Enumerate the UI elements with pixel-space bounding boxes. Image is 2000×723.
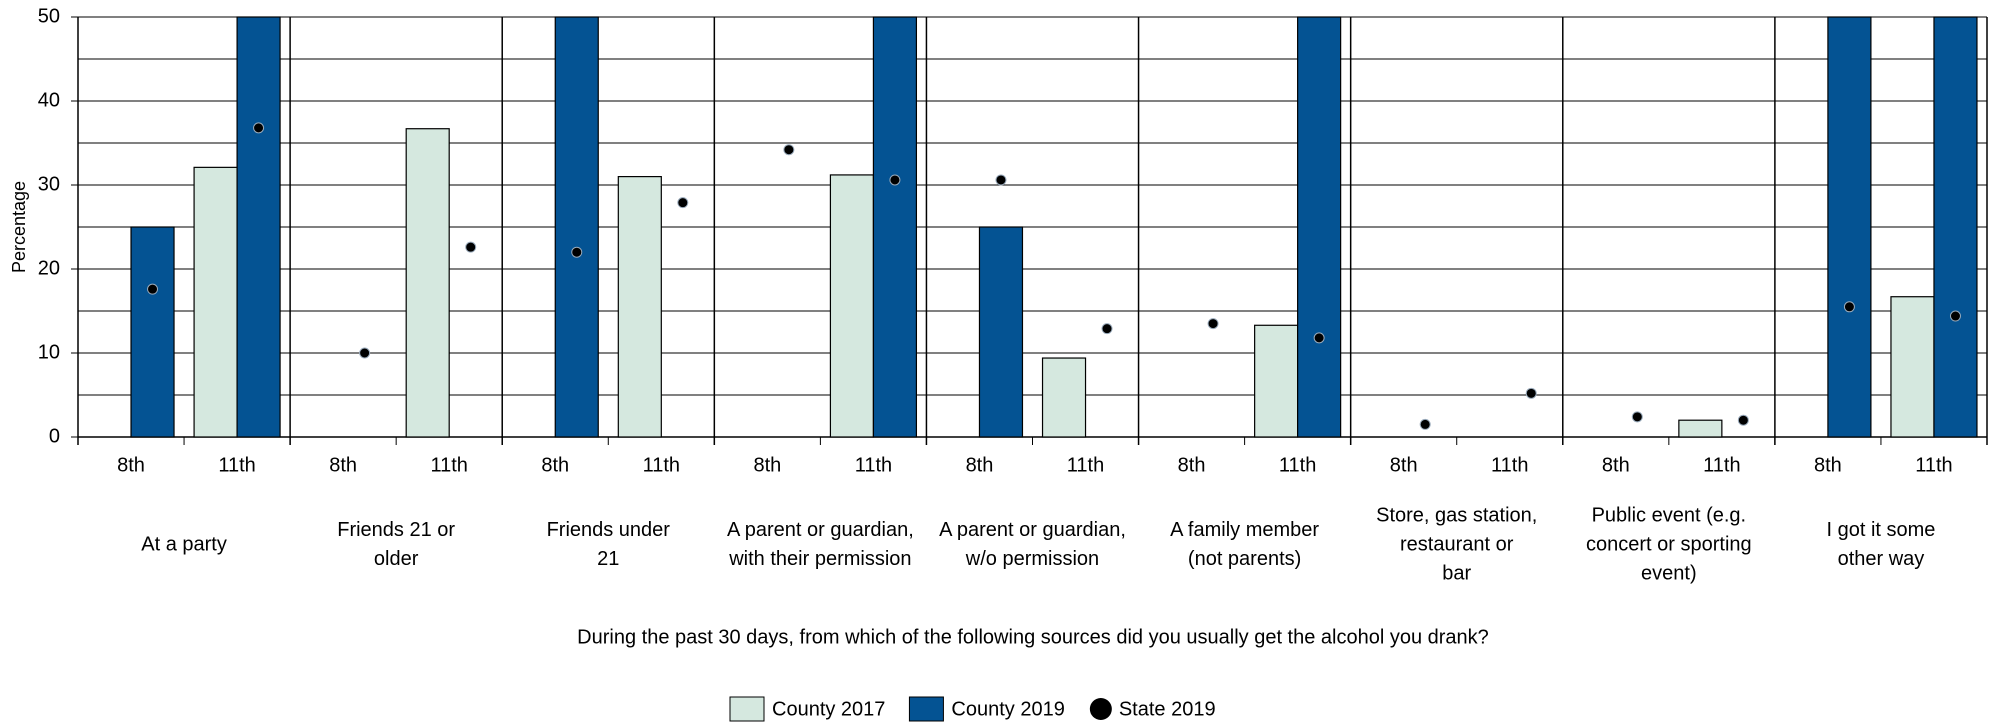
legend-swatch xyxy=(1089,698,1112,720)
y-tick-label: 0 xyxy=(49,425,60,447)
group-label: bar xyxy=(1442,562,1471,584)
x-tick-label: 11th xyxy=(643,454,680,476)
group-label: event) xyxy=(1641,562,1697,584)
bar xyxy=(1678,419,1723,438)
bar xyxy=(405,128,450,438)
legend-swatch xyxy=(729,696,765,722)
y-axis-label: Percentage xyxy=(9,181,29,273)
y-tick-label: 40 xyxy=(38,89,60,111)
x-tick-label: 8th xyxy=(966,454,994,476)
group-label: Public event (e.g. xyxy=(1592,504,1747,526)
group-label: w/o permission xyxy=(965,548,1099,570)
x-tick-label: 8th xyxy=(753,454,781,476)
bar xyxy=(617,176,662,438)
group-label: 21 xyxy=(597,548,619,570)
x-tick-label: 8th xyxy=(1814,454,1842,476)
y-tick-label: 10 xyxy=(38,341,60,363)
state-dot xyxy=(995,174,1007,186)
bar xyxy=(193,166,238,438)
group-label: concert or sporting xyxy=(1586,533,1752,555)
state-dot xyxy=(253,122,265,134)
bar xyxy=(978,226,1024,438)
x-tick-label: 11th xyxy=(855,454,892,476)
x-tick-label: 8th xyxy=(1178,454,1206,476)
group-label: A parent or guardian, xyxy=(727,519,914,541)
x-tick-label: 8th xyxy=(329,454,357,476)
group-label: other way xyxy=(1838,548,1925,570)
group-label: I got it some xyxy=(1826,519,1935,541)
group-label: (not parents) xyxy=(1188,548,1301,570)
x-tick-label: 11th xyxy=(218,454,255,476)
x-tick-label: 8th xyxy=(541,454,569,476)
x-tick-label: 8th xyxy=(1602,454,1630,476)
x-axis-label: During the past 30 days, from which of t… xyxy=(577,626,1489,648)
bar xyxy=(872,16,918,438)
state-dot xyxy=(1737,414,1749,426)
group-label: Store, gas station, xyxy=(1376,504,1537,526)
group-label: A family member xyxy=(1170,519,1319,541)
group-label: restaurant or xyxy=(1400,533,1514,555)
legend-label: State 2019 xyxy=(1119,698,1216,720)
group-label: with their permission xyxy=(728,548,911,570)
x-tick-label: 11th xyxy=(1703,454,1740,476)
state-dot xyxy=(571,246,583,258)
bar xyxy=(829,174,875,438)
bar xyxy=(1254,324,1299,438)
state-dot xyxy=(1843,301,1855,313)
state-dot xyxy=(677,197,689,209)
x-tick-label: 11th xyxy=(430,454,467,476)
bar xyxy=(1297,16,1342,438)
group-label: older xyxy=(374,548,419,570)
group-label: Friends under xyxy=(547,519,671,541)
legend-label: County 2019 xyxy=(951,698,1064,720)
state-dot xyxy=(1207,318,1219,330)
x-tick-label: 11th xyxy=(1915,454,1952,476)
state-dot xyxy=(359,347,371,359)
state-dot xyxy=(1101,323,1113,335)
state-dot xyxy=(1949,310,1961,322)
x-tick-label: 11th xyxy=(1067,454,1104,476)
state-dot xyxy=(1313,332,1325,344)
x-tick-label: 8th xyxy=(117,454,145,476)
bar xyxy=(1890,296,1935,438)
x-tick-label: 11th xyxy=(1491,454,1528,476)
state-dot xyxy=(465,241,477,253)
bar xyxy=(236,16,281,438)
state-dot xyxy=(1419,418,1431,430)
bar xyxy=(1041,357,1087,438)
group-label: A parent or guardian, xyxy=(939,519,1126,541)
state-dot xyxy=(147,283,159,295)
state-dot xyxy=(889,174,901,186)
y-tick-label: 50 xyxy=(38,5,60,27)
state-dot xyxy=(1525,387,1537,399)
y-tick-label: 20 xyxy=(38,257,60,279)
y-tick-label: 30 xyxy=(38,173,60,195)
group-label: Friends 21 or xyxy=(337,519,455,541)
state-dot xyxy=(1631,411,1643,423)
group-label: At a party xyxy=(141,533,227,555)
bar xyxy=(1933,16,1978,438)
legend-swatch xyxy=(908,696,944,722)
bar xyxy=(130,226,175,438)
x-tick-label: 11th xyxy=(1279,454,1316,476)
bar xyxy=(1827,16,1872,438)
state-dot xyxy=(783,144,795,156)
legend-label: County 2017 xyxy=(772,698,885,720)
bar xyxy=(554,16,599,438)
x-tick-label: 8th xyxy=(1390,454,1418,476)
